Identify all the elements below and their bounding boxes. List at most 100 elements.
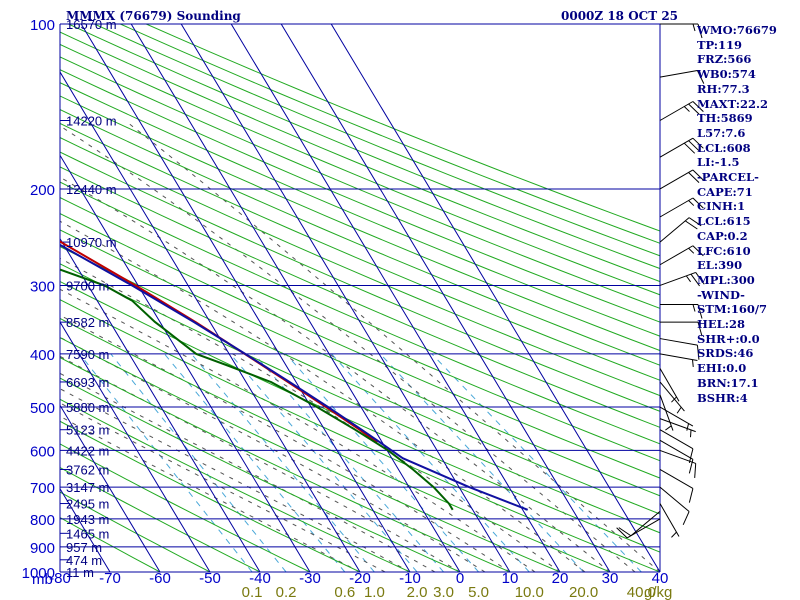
pressure-tick-label: 900 [30,540,55,557]
isotherm-line [230,24,561,572]
height-label: 5880 m [66,400,109,415]
dry-adiabat [60,246,660,515]
index-item: L57:7.6 [697,125,746,140]
wind-barb-feather [683,142,696,154]
isobars [59,23,661,573]
wind-barb-half-feather [676,406,682,414]
dry-adiabat [60,443,311,572]
wind-barb-half-feather [688,200,695,206]
dry-adiabat [94,24,660,257]
dry-adiabat [60,122,660,381]
wind-barb [659,439,694,474]
isotherm-line [130,24,461,572]
pressure-tick-label: 500 [30,400,55,417]
wind-barb [659,245,704,266]
wind-barb-half-feather [686,423,690,431]
wind-barb-feather [696,345,700,360]
dry-adiabat [60,43,660,296]
mixing-ratio-tick-label: 5.0 [468,584,489,600]
dry-adiabat [60,197,660,462]
wind-barb [659,449,697,478]
index-item: -PARCEL- [697,170,759,185]
wind-barb-feather [688,488,694,503]
pressure-tick-label: 300 [30,278,55,295]
dry-adiabat [60,137,660,397]
index-item: RH:77.3 [697,81,750,96]
temperature-tick-label: -60 [149,570,171,587]
dry-adiabat [60,181,660,445]
wind-barb-half-feather [671,396,677,403]
wind-barb [659,418,696,438]
dry-adiabat [60,82,660,337]
dry-adiabat [60,299,660,572]
wind-barbs [616,23,705,539]
moist-adiabat [124,120,660,572]
wind-barb-feather [695,272,705,285]
isotherm-line [60,237,261,572]
wind-barb-feather [697,23,703,39]
height-label: 4422 m [66,443,109,458]
height-label: 14220 m [66,113,117,128]
mixing-ratio-units: g/kg [644,584,672,600]
isotherm-line [60,404,161,572]
height-label: 6693 m [66,375,109,390]
wind-barb-shaft [659,469,694,489]
temperature-tick-label: 10 [502,570,519,587]
wind-barb-feather [688,172,700,183]
dry-adiabat [60,31,660,283]
wind-barb-shaft [659,503,680,537]
wind-barb [659,394,674,431]
isotherm-line [330,24,660,572]
wind-barb-feather [618,527,632,537]
mixing-ratio-tick-label: 10.0 [515,584,544,600]
isotherm-line [60,154,311,572]
dry-adiabat [145,24,660,232]
dry-adiabat [68,24,660,270]
wind-barb-shaft [659,381,685,412]
mixing-ratio-line [431,353,642,572]
wind-barb-feather [688,103,700,115]
isotherm-line [280,24,611,572]
wind-barb-feather [692,197,704,209]
index-item: LCL:608 [697,140,751,155]
moist-adiabat [60,288,536,572]
wind-barb-feather [688,459,694,474]
wind-barb [659,503,680,538]
wind-barb-shaft [659,137,694,158]
wind-barb-half-feather [683,106,690,112]
index-item: MPL:300 [697,272,755,287]
wind-barb [659,169,704,190]
wind-barb-feather [682,511,690,526]
wind-barb [660,304,703,319]
wind-barb-feather [692,101,704,112]
mixing-ratio-tick-label: 40.0 [627,584,656,600]
moist-adiabats [60,120,660,572]
isotherms [60,24,660,572]
pressure-tick-label: 600 [30,443,55,460]
pressure-tick-label: 800 [30,512,55,529]
wind-barb [616,518,661,539]
dry-adiabat [60,69,660,323]
temperature-tick-label: -80 [49,570,71,587]
moist-adiabat [60,314,511,572]
stability-indices: WMO:76679 TP:119 FRZ:566 WB0:574 RH:77.3 MAXT… [697,23,777,405]
index-item: WMO:76679 [697,23,777,37]
wind-barb-half-feather [665,425,672,431]
series-temperature-line [60,240,378,444]
wind-barb-half-feather [692,304,696,312]
temperature-tick-label: -30 [299,570,321,587]
temperature-tick-label: -40 [249,570,271,587]
wind-barb-feather [616,527,628,539]
dry-adiabat [60,166,660,428]
wind-barb-shaft [659,217,690,243]
wind-barb-shaft [659,271,696,286]
wind-barb-half-feather [671,531,677,538]
wind-barb [659,70,705,84]
height-label: 7590 m [66,347,109,362]
mixing-ratio-tick-label: 1.0 [364,584,385,600]
index-item: HEL:28 [697,317,745,332]
wind-barb [659,338,700,360]
mixing-ratio-line [110,353,287,572]
